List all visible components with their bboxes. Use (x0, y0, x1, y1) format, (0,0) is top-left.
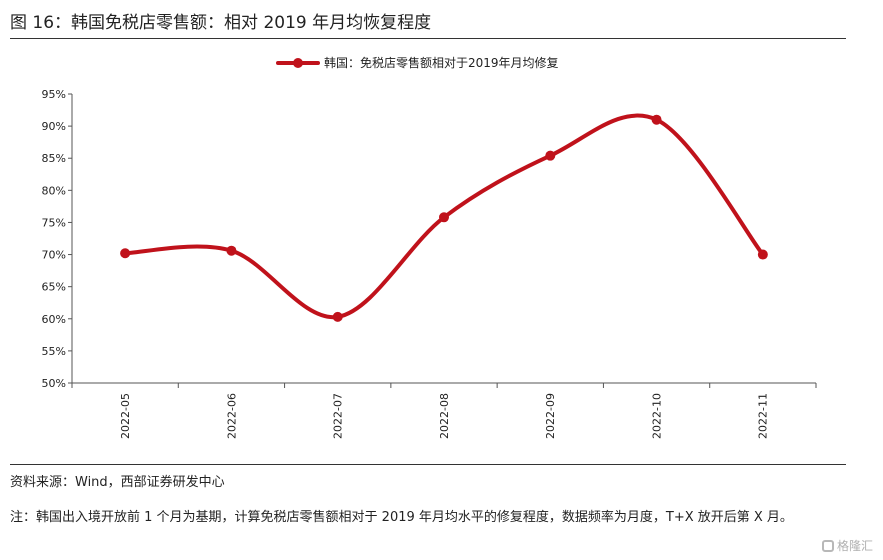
line-chart: 韩国：免税店零售额相对于2019年月均修复 50% 55% 60% 65% 70% 75%… (42, 55, 817, 439)
x-tick-label: 2022-11 (757, 393, 770, 439)
y-tick-label: 65% (42, 281, 66, 294)
source-text: 资料来源：Wind，西部证券研发中心 (10, 475, 225, 490)
data-point (545, 150, 556, 161)
figure-title: 图 16：韩国免税店零售额：相对 2019 年月均恢复程度 (10, 13, 432, 33)
y-tick-label: 55% (42, 345, 66, 358)
legend-label: 韩国：免税店零售额相对于2019年月均修复 (324, 55, 559, 70)
x-tick-label: 2022-07 (332, 393, 345, 439)
y-tick-label: 80% (42, 184, 66, 197)
y-tick-label: 50% (42, 377, 66, 390)
watermark: 格隆汇 (821, 537, 873, 554)
x-tick-label: 2022-06 (225, 393, 238, 439)
legend-marker (293, 58, 303, 68)
legend: 韩国：免税店零售额相对于2019年月均修复 (276, 55, 559, 70)
data-point (226, 245, 237, 256)
title-divider (10, 38, 846, 39)
y-tick-label: 95% (42, 88, 66, 101)
y-tick-label: 75% (42, 216, 66, 229)
y-tick-label: 85% (42, 152, 66, 165)
y-tick-label: 60% (42, 313, 66, 326)
series-layer (120, 113, 768, 322)
x-tick-label: 2022-09 (544, 393, 557, 439)
data-point (332, 311, 343, 322)
data-point (120, 248, 131, 259)
x-axis: 2022-05 2022-06 2022-07 2022-08 2022-09 2022-… (71, 382, 817, 439)
data-point (757, 249, 768, 260)
y-tick-label: 70% (42, 249, 66, 262)
x-tick-label: 2022-05 (119, 393, 132, 439)
source-divider (10, 464, 846, 465)
watermark-logo-icon (821, 539, 834, 552)
y-axis: 50% 55% 60% 65% 70% 75% 80% 85% 90% 95% (42, 88, 73, 390)
x-tick-label: 2022-08 (438, 393, 451, 439)
y-tick-label: 90% (42, 120, 66, 133)
x-tick-label: 2022-10 (650, 393, 663, 439)
footnote: 注：韩国出入境开放前 1 个月为基期，计算免税店零售额相对于 2019 年月均水… (10, 510, 793, 525)
data-point (651, 114, 662, 125)
data-point (439, 212, 449, 223)
watermark-text: 格隆汇 (836, 539, 873, 553)
